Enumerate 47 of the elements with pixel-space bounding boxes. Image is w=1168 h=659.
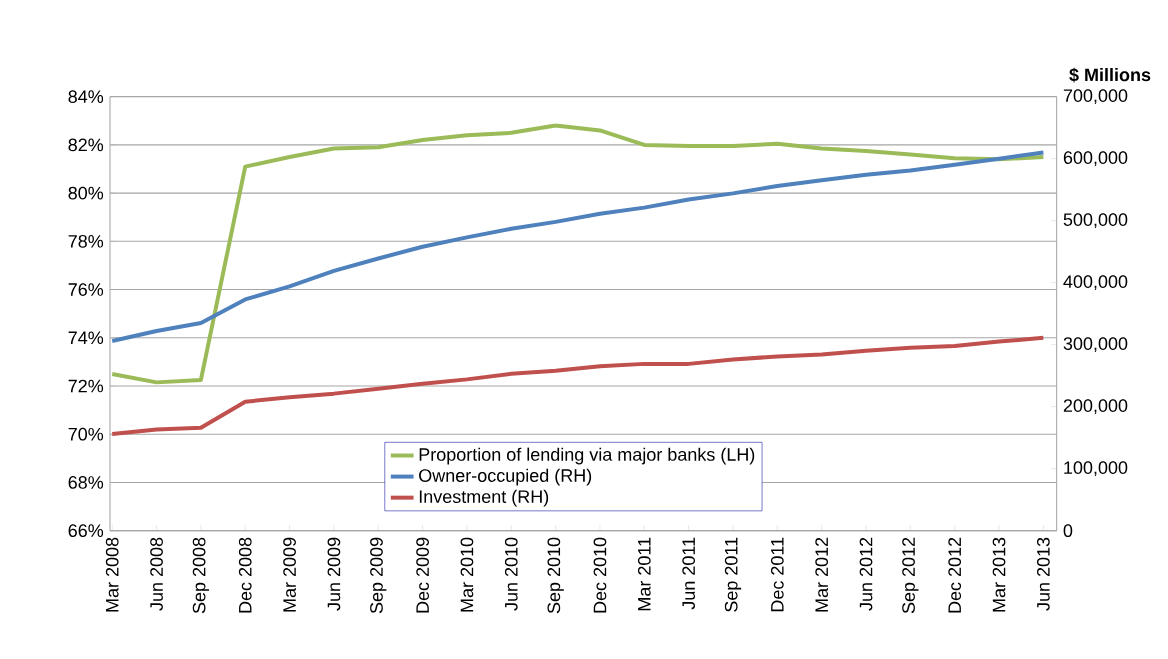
y2-tick-label: 600,000: [1063, 151, 1128, 167]
x-tick-label: Sep 2008: [192, 537, 210, 614]
y-tick-label: 80%: [68, 186, 104, 200]
x-tick-label: Dec 2011: [770, 537, 784, 612]
x-tick-label: Jun 2010: [504, 537, 518, 611]
y2-tick-label: 400,000: [1063, 275, 1128, 291]
x-tick-label: Sep 2011: [724, 537, 742, 613]
y2-tick-label: 200,000: [1063, 399, 1128, 415]
y2-tick-label: 100,000: [1064, 461, 1128, 477]
x-tick-label: Mar 2013: [992, 537, 1006, 612]
x-tick-label: Dec 2012: [948, 538, 962, 613]
x-tick-label: Jun 2013: [1037, 537, 1050, 611]
x-tick-label: Sep 2010: [547, 537, 564, 614]
x-tick-label: Jun 2009: [327, 537, 341, 611]
x-tick-label: Jun 2011: [682, 537, 696, 610]
y-tick-label: 66%: [68, 524, 104, 538]
x-tick-label: Jun 2008: [150, 537, 163, 611]
line-series: [110, 336, 1046, 437]
x-tick-label: Sep 2009: [370, 537, 387, 614]
x-tick-label: Mar 2008: [105, 537, 119, 612]
y-tick-label: 72%: [68, 379, 104, 393]
y-tick-label: 70%: [68, 428, 104, 441]
x-tick-label: Mar 2010: [460, 537, 474, 612]
y2-tick-label: 0: [1063, 524, 1073, 538]
legend-label: Proportion of lending via major banks (LH): [419, 447, 755, 465]
line-series: [110, 123, 1046, 385]
y-tick-label: 74%: [68, 331, 104, 345]
y-tick-label: 78%: [68, 235, 104, 248]
y-tick-label: 68%: [68, 476, 104, 489]
x-tick-label: Mar 2011: [637, 537, 651, 611]
legend-label: Investment (RH): [419, 489, 549, 507]
x-tick-label: Dec 2008: [238, 537, 252, 613]
y2-tick-label: 300,000: [1063, 337, 1128, 353]
x-tick-label: Mar 2009: [283, 537, 296, 612]
y2-tick-label: 700,000: [1063, 89, 1128, 105]
y2-tick-label: 500,000: [1063, 213, 1128, 229]
x-tick-label: Dec 2010: [593, 537, 607, 613]
x-tick-label: Jun 2012: [859, 538, 873, 611]
x-tick-label: Sep 2012: [902, 538, 919, 614]
line-series: [110, 150, 1046, 344]
y2-axis-title: $ Millions: [1069, 67, 1151, 83]
y-tick-label: 76%: [68, 283, 104, 297]
y-tick-label: 82%: [68, 138, 104, 152]
x-tick-label: Dec 2009: [416, 537, 429, 613]
y-tick-label: 84%: [68, 90, 104, 104]
legend-label: Owner-occupied (RH): [419, 468, 592, 486]
x-tick-label: Mar 2012: [815, 538, 829, 612]
